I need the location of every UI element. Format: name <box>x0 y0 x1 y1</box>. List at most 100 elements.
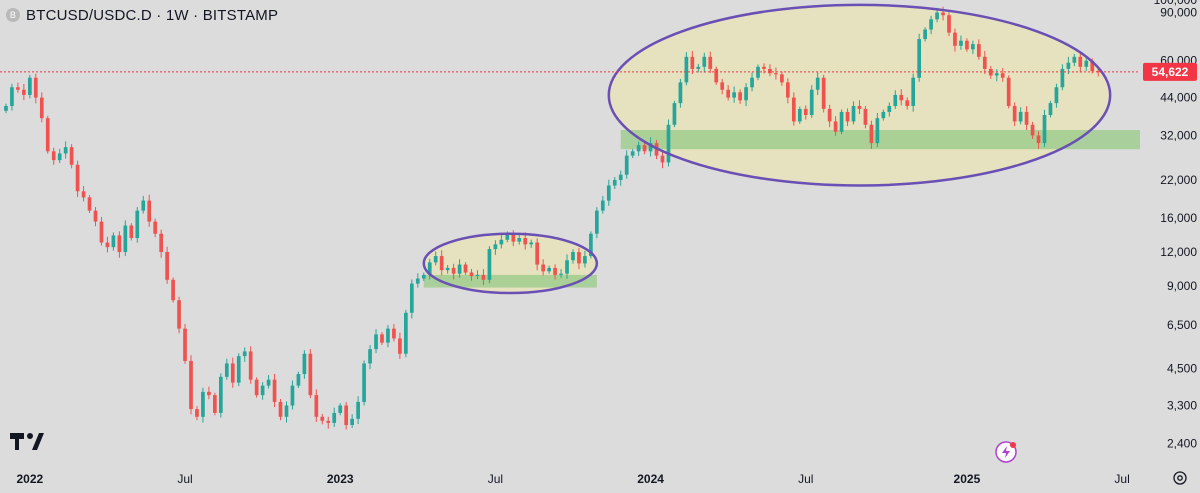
time-tick-label: 2022 <box>16 472 43 486</box>
symbol-title[interactable]: BTCUSD/USDC.D · 1W · BITSTAMP <box>26 6 279 24</box>
candle-body <box>547 267 551 272</box>
candle-body <box>189 360 193 410</box>
time-tick-label: Jul <box>488 472 503 486</box>
settings-icon[interactable] <box>1173 471 1187 485</box>
candle-body <box>917 39 922 78</box>
candle-body <box>356 401 360 419</box>
price-tick-label: 12,000 <box>1160 245 1197 259</box>
candle-body <box>344 405 349 426</box>
candle-body <box>153 221 158 234</box>
candle-body <box>392 328 396 339</box>
candle-body <box>201 391 205 417</box>
candle-body <box>929 19 933 30</box>
candle-body <box>863 108 868 125</box>
candle-body <box>618 174 623 180</box>
price-axis[interactable]: 100,00090,00060,00044,00032,00022,00016,… <box>1154 0 1198 450</box>
candle-body <box>893 94 898 106</box>
candle-body <box>499 239 504 245</box>
candle-body <box>374 334 378 350</box>
candle-body <box>487 249 492 280</box>
flash-alert-icon[interactable] <box>995 441 1017 463</box>
candle-body <box>774 73 778 75</box>
candle-body <box>624 155 629 175</box>
candle-body <box>935 12 939 20</box>
candle-body <box>218 376 223 413</box>
candle-body <box>965 40 969 50</box>
candle-body <box>809 89 814 116</box>
candle-body <box>51 151 56 161</box>
candle-body <box>726 89 731 98</box>
candle-body <box>284 405 289 417</box>
candle-body <box>720 82 725 90</box>
candle-body <box>457 264 462 274</box>
candle-body <box>10 87 14 106</box>
price-tick-label: 44,000 <box>1160 91 1197 105</box>
candle-body <box>22 89 26 95</box>
candle-body <box>433 256 438 263</box>
candle-body <box>553 267 557 275</box>
candle-body <box>4 105 8 111</box>
candle-body <box>350 418 354 426</box>
candle-body <box>684 56 689 83</box>
support-zone <box>620 129 1140 150</box>
candle-body <box>959 40 963 46</box>
candle-body <box>81 191 86 198</box>
candle-body <box>75 164 80 192</box>
candle-body <box>427 262 432 275</box>
candle-body <box>272 379 277 402</box>
candle-body <box>708 56 713 69</box>
candle-body <box>69 147 74 165</box>
candle-body <box>493 244 498 250</box>
candle-body <box>762 66 766 69</box>
price-tick-label: 90,000 <box>1160 6 1197 20</box>
candle-body <box>976 44 981 57</box>
candle-body <box>481 274 486 280</box>
candle-body <box>797 108 802 122</box>
candle-body <box>971 44 975 50</box>
candle-body <box>266 379 271 386</box>
candle-body <box>953 32 957 46</box>
candle-body <box>583 256 587 264</box>
candle-body <box>803 108 808 116</box>
price-tick-label: 22,000 <box>1160 173 1197 187</box>
candle-body <box>296 374 301 386</box>
candle-body <box>254 379 259 396</box>
candle-body <box>839 111 844 132</box>
candle-body <box>1072 56 1077 63</box>
candle-body <box>541 264 545 272</box>
candle-body <box>869 124 874 144</box>
candle-body <box>87 197 92 211</box>
candle-body <box>39 97 44 119</box>
candle-body <box>577 252 581 264</box>
candle-body <box>535 242 540 265</box>
tradingview-logo[interactable] <box>10 433 44 450</box>
time-axis[interactable]: 2022 Jul 2023 Jul 2024 Jul 2025 Jul <box>16 472 1129 486</box>
candle-body <box>714 68 719 83</box>
candle-body <box>177 300 181 329</box>
candle-body <box>27 77 32 95</box>
candle-body <box>1084 60 1089 67</box>
candle-body <box>905 100 910 106</box>
candle-body <box>445 267 450 271</box>
candle-body <box>236 356 241 383</box>
candle-body <box>744 87 748 101</box>
candle-body <box>881 111 886 119</box>
candle-body <box>517 238 522 242</box>
candle-body <box>135 210 140 239</box>
ellipse-outlines[interactable] <box>422 3 1112 295</box>
candle-body <box>171 279 175 301</box>
chart-header: B BTCUSD/USDC.D · 1W · BITSTAMP <box>6 5 278 25</box>
candle-body <box>845 111 850 122</box>
candle-body <box>398 338 402 354</box>
candle-body <box>105 242 110 248</box>
candle-body <box>16 87 20 90</box>
price-tick-label: 16,000 <box>1160 211 1197 225</box>
candle-body <box>815 77 820 90</box>
price-tick-label: 100,000 <box>1154 0 1198 7</box>
time-tick-label: Jul <box>1114 472 1129 486</box>
support-zones[interactable] <box>423 129 1140 288</box>
candle-body <box>463 264 468 273</box>
symbol-badge-icon[interactable]: B <box>6 8 20 22</box>
